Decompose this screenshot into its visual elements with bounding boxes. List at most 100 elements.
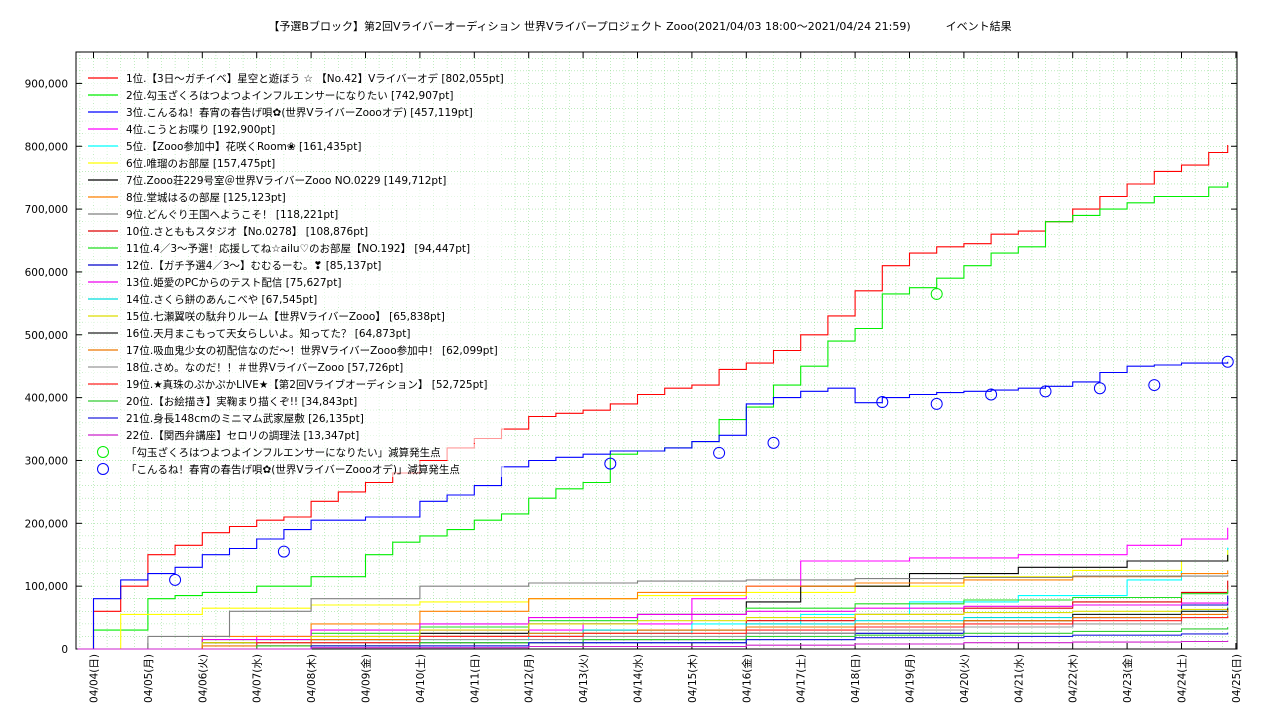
chart-title: 【予選Bブロック】第2回Vライバーオーディション 世界Vライバープロジェクト Z… — [268, 20, 1012, 33]
legend-label: 6位.唯瑠のお部屋 [157,475pt] — [126, 157, 275, 170]
x-tick-label: 04/20(火) — [959, 654, 971, 703]
series-line-21 — [77, 632, 1229, 650]
x-tick-label: 04/13(火) — [578, 654, 590, 703]
legend-marker — [97, 446, 109, 458]
penalty-marker-2 — [604, 457, 617, 470]
legend-label: 1位.【3日〜ガチイベ】星空と遊ぼう ☆ 【No.42】Vライバーオデ [802… — [126, 72, 504, 85]
penalty-marker-2 — [1221, 355, 1234, 368]
penalty-marker-2 — [985, 388, 998, 401]
x-tick-label: 04/14(水) — [633, 654, 645, 703]
legend-label: 16位.天月まこもって天女らしいよ。知ってた？ [64,873pt] — [126, 327, 411, 340]
legend-bg — [84, 291, 504, 307]
legend-label: 3位.こんるね！春宵の春告げ唄✿(世界VライバーZoooオデ) [457,119… — [126, 106, 473, 119]
x-tick-label: 04/24(土) — [1176, 654, 1189, 703]
legend-bg — [84, 274, 504, 290]
legend-bg — [84, 138, 504, 154]
x-tick-label: 04/21(水) — [1013, 654, 1025, 703]
legend-bg — [84, 444, 504, 460]
x-tick-label: 04/18(日) — [850, 654, 862, 703]
y-tick-label: 100,000 — [25, 581, 68, 593]
x-tick-label: 04/22(木) — [1068, 654, 1080, 703]
penalty-marker-2 — [169, 573, 182, 586]
legend-label: 20位.【お絵描き】実鞠まり描くぞ!! [34,843pt] — [126, 395, 357, 408]
series-line-9 — [77, 574, 1229, 650]
legend-bg — [84, 461, 504, 477]
legend-label: 5位.【Zooo参加中】花咲くRoom❀ [161,435pt] — [126, 140, 361, 153]
legend-bg — [84, 206, 504, 222]
legend-label: 12位.【ガチ予選4／3〜】むむるーむ。❣ [85,137pt] — [126, 259, 381, 272]
x-tick-label: 04/25(日) — [1231, 654, 1243, 703]
series-line-22 — [77, 640, 1229, 650]
legend-label: 7位.Zooo荘229号室＠世界VライバーZooo NO.0229 [149,7… — [126, 174, 446, 187]
penalty-marker-2 — [713, 446, 726, 459]
legend-bg — [84, 376, 504, 392]
x-tick-label: 04/11(日) — [469, 654, 481, 703]
legend-bg — [84, 393, 504, 409]
x-tick-label: 04/15(木) — [687, 654, 699, 703]
legend-label: 19位.★真珠のぷかぷかLIVE★【第2回Vライブオーディション】 [52,72… — [126, 378, 487, 391]
x-tick-label: 04/19(月) — [905, 654, 917, 703]
x-tick-label: 04/09(金) — [360, 654, 373, 703]
penalty-marker-1 — [930, 287, 943, 300]
x-tick-label: 04/04(日) — [89, 654, 101, 703]
penalty-marker-2 — [1039, 385, 1052, 398]
legend-label: 2位.勾玉ざくろはつよつよインフルエンサーになりたい [742,907pt] — [126, 89, 453, 102]
legend-bg — [84, 223, 504, 239]
plot-frame — [75, 51, 1238, 650]
series-line-12 — [77, 595, 1229, 650]
y-tick-label: 0 — [61, 644, 68, 656]
legend-label: 4位.こうとお喋り [192,900pt] — [126, 123, 275, 136]
series-line-13 — [77, 601, 1229, 650]
legend-bg — [84, 308, 504, 324]
y-tick-label: 900,000 — [25, 78, 68, 90]
penalty-marker-2 — [876, 396, 889, 409]
legend-bg — [84, 325, 504, 341]
legend-label: 11位.4／3〜予選！応援してね☆ailu♡のお部屋【NO.192】 [94,4… — [126, 242, 470, 255]
legend-label: 9位.どんぐり王国へようこそ！ [118,221pt] — [126, 208, 338, 221]
x-tick-label: 04/17(土) — [795, 654, 808, 703]
penalty-marker-2 — [1148, 379, 1161, 392]
legend-bg — [84, 240, 504, 256]
legend-bg — [84, 359, 504, 375]
penalty-marker-2 — [930, 397, 943, 410]
legend-bg — [84, 104, 504, 120]
legend-bg — [84, 155, 504, 171]
series-line-4 — [77, 527, 1229, 650]
x-tick-label: 04/10(土) — [414, 654, 427, 703]
x-tick-label: 04/12(月) — [524, 654, 536, 703]
legend-label: 22位.【関西弁講座】セロリの調理法 [13,347pt] — [126, 429, 359, 442]
y-tick-label: 300,000 — [25, 455, 68, 467]
legend-bg — [84, 189, 504, 205]
legend-label: 15位.七瀬翼咲の駄弁りルーム【世界VライバーZooo】 [65,838pt] — [126, 310, 445, 323]
legend-bg — [84, 342, 504, 358]
legend-marker — [97, 463, 109, 475]
legend-bg — [84, 87, 504, 103]
legend-label: 21位.身長148cmのミニマム武家屋敷 [26,135pt] — [126, 412, 364, 425]
legend-label: 「こんるね！春宵の春告げ唄✿(世界VライバーZoooオデ)」減算発生点 — [126, 463, 460, 476]
legend-bg — [84, 257, 504, 273]
legend-bg — [84, 172, 504, 188]
y-tick-label: 400,000 — [25, 393, 68, 405]
x-tick-label: 04/06(火) — [197, 654, 209, 703]
x-tick-label: 04/08(木) — [306, 654, 318, 703]
legend-label: 13位.姫愛のPCからのテスト配信 [75,627pt] — [126, 276, 341, 289]
legend-bg — [84, 410, 504, 426]
penalty-marker-2 — [767, 436, 780, 449]
x-tick-label: 04/23(金) — [1121, 654, 1134, 703]
series-line-15 — [77, 607, 1229, 650]
legend-bg — [84, 70, 504, 86]
legend-bg — [84, 427, 504, 443]
x-tick-label: 04/16(金) — [740, 654, 753, 703]
legend-bg — [84, 121, 504, 137]
y-tick-label: 800,000 — [25, 141, 68, 153]
penalty-marker-2 — [277, 545, 290, 558]
legend-label: 10位.さとももスタジオ【No.0278】 [108,876pt] — [126, 225, 368, 238]
legend-label: 17位.吸血鬼少女の初配信なのだ〜！世界VライバーZooo参加中！ [62,09… — [126, 344, 498, 357]
penalty-marker-2 — [1093, 382, 1106, 395]
legend-label: 18位.さめ。なのだ！！＃世界VライバーZooo [57,726pt] — [126, 361, 403, 374]
x-tick-label: 04/05(月) — [143, 654, 155, 703]
legend-label: 8位.堂城はるの部屋 [125,123pt] — [126, 191, 286, 204]
y-tick-label: 700,000 — [25, 204, 68, 216]
series-line-8 — [77, 570, 1229, 650]
series-line-7 — [77, 554, 1229, 650]
